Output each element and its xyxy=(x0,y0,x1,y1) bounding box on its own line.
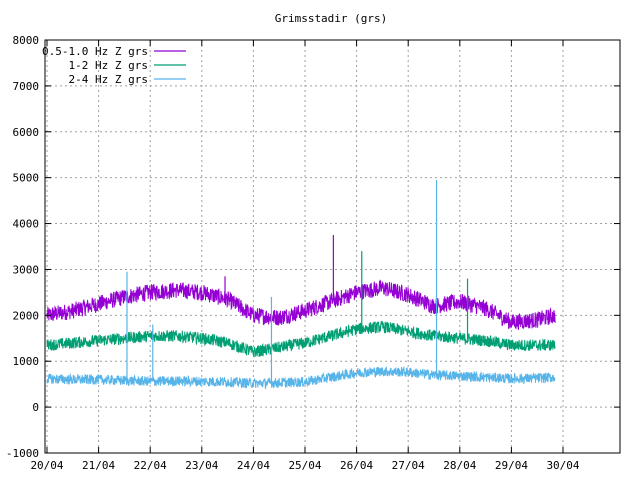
y-tick-label: 6000 xyxy=(13,126,40,139)
legend-label: 1-2 Hz Z grs xyxy=(69,59,148,72)
x-tick-label: 25/04 xyxy=(288,459,321,472)
legend-label: 0.5-1.0 Hz Z grs xyxy=(42,45,148,58)
y-tick-label: 8000 xyxy=(13,34,40,47)
plot-frame xyxy=(44,39,621,454)
x-tick-label: 29/04 xyxy=(495,459,528,472)
y-tick-label: 5000 xyxy=(13,172,40,185)
x-tick-labels: 20/04 21/04 22/04 23/04 24/04 25/04 26/04 27/04… xyxy=(30,459,579,472)
axis-ticks xyxy=(45,39,620,454)
grid-lines xyxy=(45,40,620,453)
x-tick-label: 26/04 xyxy=(340,459,373,472)
series-line xyxy=(46,279,556,330)
y-tick-label: 2000 xyxy=(13,309,40,322)
series-lines xyxy=(46,179,556,391)
y-tick-label: -1000 xyxy=(6,447,39,460)
chart-title: Grimsstadir (grs) xyxy=(275,12,388,25)
y-tick-label: 3000 xyxy=(13,263,40,276)
series-line xyxy=(46,366,556,391)
x-tick-label: 24/04 xyxy=(237,459,270,472)
x-tick-label: 28/04 xyxy=(443,459,476,472)
x-tick-label: 30/04 xyxy=(546,459,579,472)
y-tick-label: 7000 xyxy=(13,80,40,93)
x-tick-label: 22/04 xyxy=(134,459,167,472)
legend-label: 2-4 Hz Z grs xyxy=(69,73,148,86)
x-tick-label: 23/04 xyxy=(185,459,218,472)
y-tick-label: 0 xyxy=(32,401,39,414)
x-tick-label: 21/04 xyxy=(82,459,115,472)
x-tick-label: 20/04 xyxy=(30,459,63,472)
series-line xyxy=(46,320,556,358)
x-tick-label: 27/04 xyxy=(392,459,425,472)
y-tick-label: 1000 xyxy=(13,355,40,368)
y-tick-labels: -1000 0 1000 2000 3000 4000 5000 6000 7000 8000 xyxy=(6,34,39,460)
y-tick-label: 4000 xyxy=(13,218,40,231)
